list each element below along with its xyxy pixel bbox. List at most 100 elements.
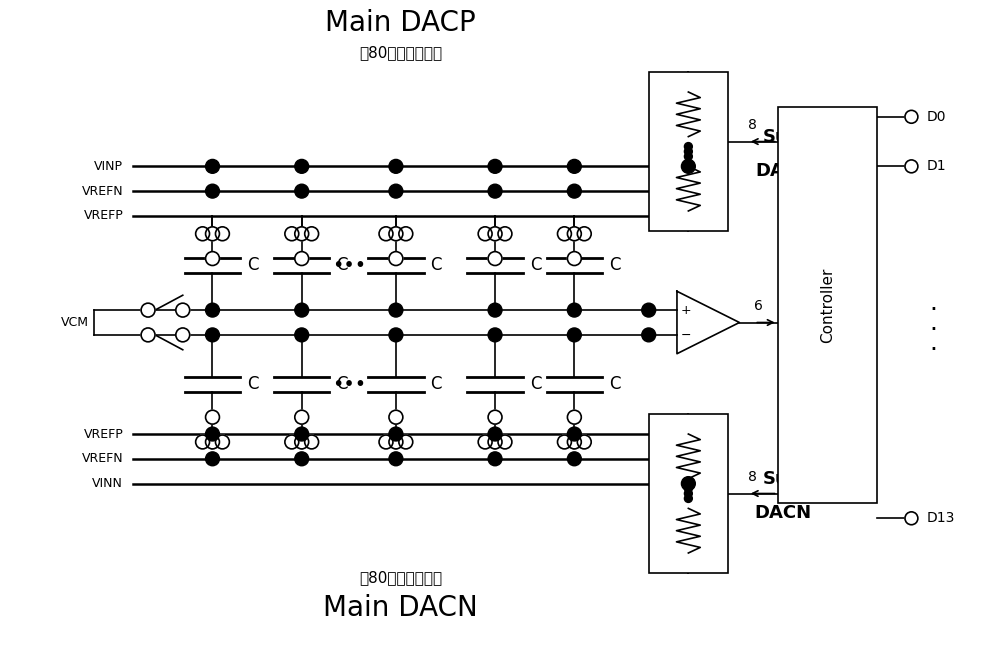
Text: DACN: DACN bbox=[754, 504, 811, 522]
Circle shape bbox=[206, 427, 219, 441]
Text: VREFP: VREFP bbox=[84, 428, 123, 441]
Text: D0: D0 bbox=[926, 110, 946, 124]
Circle shape bbox=[488, 303, 502, 317]
Text: VCM: VCM bbox=[61, 316, 89, 329]
Circle shape bbox=[684, 484, 692, 493]
Circle shape bbox=[684, 152, 692, 161]
Text: 8: 8 bbox=[748, 117, 757, 132]
Circle shape bbox=[389, 427, 403, 441]
Text: C: C bbox=[247, 257, 259, 275]
Circle shape bbox=[379, 227, 393, 241]
Text: VREFN: VREFN bbox=[82, 452, 123, 465]
Circle shape bbox=[389, 435, 403, 449]
Circle shape bbox=[389, 252, 403, 266]
Circle shape bbox=[567, 252, 581, 266]
Text: C: C bbox=[247, 375, 259, 393]
Circle shape bbox=[684, 490, 692, 497]
Text: ·: · bbox=[929, 338, 937, 362]
Circle shape bbox=[488, 159, 502, 174]
Text: VREFP: VREFP bbox=[84, 210, 123, 223]
Bar bbox=[649, 72, 728, 231]
Circle shape bbox=[176, 303, 190, 317]
Circle shape bbox=[389, 184, 403, 198]
Text: D13: D13 bbox=[926, 511, 955, 525]
Circle shape bbox=[488, 252, 502, 266]
Text: Controller: Controller bbox=[820, 268, 835, 343]
Circle shape bbox=[215, 227, 229, 241]
Text: C: C bbox=[431, 375, 442, 393]
Text: VINP: VINP bbox=[94, 160, 123, 173]
Circle shape bbox=[905, 512, 918, 525]
Circle shape bbox=[488, 227, 502, 241]
Circle shape bbox=[285, 227, 299, 241]
Circle shape bbox=[399, 227, 413, 241]
Circle shape bbox=[295, 252, 309, 266]
Circle shape bbox=[905, 110, 918, 123]
Circle shape bbox=[206, 252, 219, 266]
Text: ·: · bbox=[929, 318, 937, 342]
Circle shape bbox=[642, 328, 656, 342]
Circle shape bbox=[206, 159, 219, 174]
Circle shape bbox=[389, 303, 403, 317]
Circle shape bbox=[577, 435, 591, 449]
Circle shape bbox=[141, 303, 155, 317]
Text: C: C bbox=[336, 375, 348, 393]
Circle shape bbox=[567, 435, 581, 449]
Text: C: C bbox=[431, 257, 442, 275]
Text: Main DACN: Main DACN bbox=[323, 593, 478, 622]
Circle shape bbox=[295, 303, 309, 317]
Circle shape bbox=[215, 435, 229, 449]
Circle shape bbox=[295, 159, 309, 174]
Circle shape bbox=[488, 452, 502, 466]
Circle shape bbox=[196, 435, 210, 449]
Circle shape bbox=[681, 477, 695, 491]
Circle shape bbox=[389, 159, 403, 174]
Text: Main DACP: Main DACP bbox=[325, 8, 476, 37]
Text: C: C bbox=[530, 375, 541, 393]
Circle shape bbox=[478, 227, 492, 241]
Circle shape bbox=[567, 227, 581, 241]
Text: C: C bbox=[609, 375, 621, 393]
Text: 8: 8 bbox=[748, 470, 757, 484]
Circle shape bbox=[389, 328, 403, 342]
Circle shape bbox=[642, 303, 656, 317]
Circle shape bbox=[567, 328, 581, 342]
Circle shape bbox=[389, 227, 403, 241]
Circle shape bbox=[905, 160, 918, 173]
Circle shape bbox=[206, 452, 219, 466]
Circle shape bbox=[206, 184, 219, 198]
Text: DACP: DACP bbox=[755, 163, 810, 181]
Text: 6: 6 bbox=[754, 299, 763, 313]
Circle shape bbox=[488, 435, 502, 449]
Circle shape bbox=[684, 148, 692, 155]
Circle shape bbox=[295, 427, 309, 441]
Circle shape bbox=[567, 184, 581, 198]
Circle shape bbox=[295, 452, 309, 466]
Circle shape bbox=[567, 303, 581, 317]
Circle shape bbox=[206, 328, 219, 342]
Text: C: C bbox=[530, 257, 541, 275]
Circle shape bbox=[567, 159, 581, 174]
Circle shape bbox=[389, 452, 403, 466]
Circle shape bbox=[567, 452, 581, 466]
Circle shape bbox=[567, 410, 581, 424]
Circle shape bbox=[295, 227, 309, 241]
Circle shape bbox=[295, 435, 309, 449]
Circle shape bbox=[196, 227, 210, 241]
Text: C: C bbox=[609, 257, 621, 275]
Circle shape bbox=[577, 227, 591, 241]
Text: ·: · bbox=[929, 298, 937, 322]
Circle shape bbox=[141, 328, 155, 342]
Circle shape bbox=[498, 435, 512, 449]
Bar bbox=[649, 414, 728, 573]
Circle shape bbox=[558, 227, 571, 241]
Text: •••: ••• bbox=[332, 256, 366, 275]
Circle shape bbox=[399, 435, 413, 449]
Circle shape bbox=[206, 435, 219, 449]
Circle shape bbox=[379, 435, 393, 449]
Circle shape bbox=[295, 410, 309, 424]
Text: D1: D1 bbox=[926, 159, 946, 174]
Text: VREFN: VREFN bbox=[82, 184, 123, 197]
Circle shape bbox=[558, 435, 571, 449]
Circle shape bbox=[681, 159, 695, 174]
